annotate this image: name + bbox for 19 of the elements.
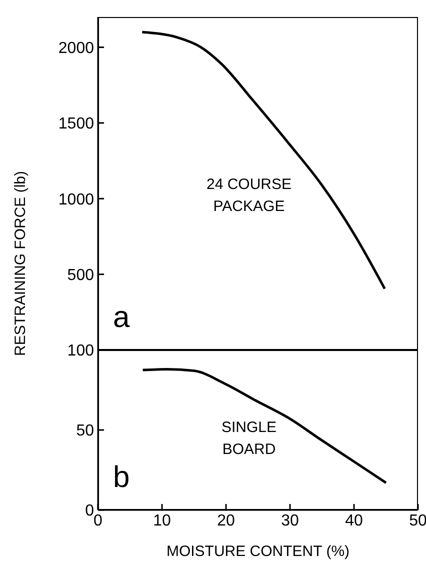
y-axis-title: RESTRAINING FORCE (lb): [12, 170, 29, 356]
annotation: 24 COURSE PACKAGE: [205, 174, 293, 216]
line-series: [140, 30, 386, 290]
x-tick-label: 20: [217, 512, 235, 530]
y-tick-label: 1000: [58, 191, 94, 208]
annotation: a: [113, 300, 130, 336]
y-tick-label: 2000: [58, 40, 94, 57]
annotation: SINGLE BOARD: [220, 418, 278, 460]
y-tick-label: 1500: [58, 116, 94, 133]
x-tick-label: 40: [345, 512, 363, 530]
x-tick-label: 10: [153, 512, 171, 530]
y-tick-label: 100: [67, 342, 94, 360]
x-axis-title: MOISTURE CONTENT (%): [166, 543, 350, 560]
annotation: b: [113, 460, 130, 496]
x-tick-label: 30: [281, 512, 299, 530]
line-series: [142, 368, 388, 484]
x-tick-label: 50: [409, 512, 426, 530]
y-tick-label: 50: [76, 422, 94, 440]
y-tick-label: 500: [67, 267, 94, 284]
